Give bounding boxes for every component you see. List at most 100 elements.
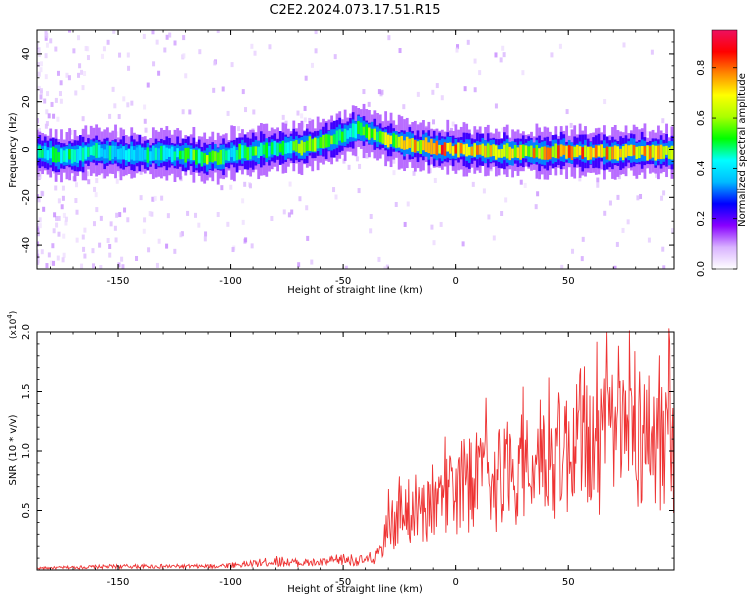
spectrogram-noise-cell xyxy=(303,105,307,111)
spectrogram-noise-cell xyxy=(347,164,351,170)
spectrogram-cell xyxy=(597,145,601,157)
spectrogram-cell xyxy=(608,146,612,161)
spectrogram-noise-cell xyxy=(500,211,504,217)
spectrogram-cell xyxy=(122,146,126,160)
spectrogram-noise-cell xyxy=(75,209,79,215)
spectrogram-noise-cell xyxy=(473,87,477,93)
spectrogram-cell xyxy=(438,144,442,154)
spectrogram-noise-cell xyxy=(451,121,455,127)
spectrogram-noise-cell xyxy=(39,61,43,67)
spectrogram-noise-cell xyxy=(57,198,61,204)
spectrogram-cell xyxy=(170,146,174,162)
spectrogram-noise-cell xyxy=(392,158,396,164)
spectrogram-noise-cell xyxy=(37,71,41,77)
spectrogram-noise-cell xyxy=(44,74,48,80)
spectrogram-cell xyxy=(208,152,212,162)
spectrogram-cell xyxy=(246,147,250,161)
spectrogram-cell xyxy=(543,146,547,160)
spectrogram-noise-cell xyxy=(650,49,654,55)
spectrogram-x-tick-label: 0 xyxy=(452,276,458,287)
spectrogram-noise-cell xyxy=(365,153,369,159)
spectrogram-x-tick-label: 50 xyxy=(562,276,575,287)
spectrogram-noise-cell xyxy=(55,216,59,222)
spectrogram-cell xyxy=(373,128,377,141)
spectrogram-noise-cell xyxy=(150,211,154,217)
spectrogram-noise-cell xyxy=(303,117,307,123)
spectrogram-cell xyxy=(378,130,382,143)
colorbar-label: Normalized spectral amplitude xyxy=(737,73,748,227)
spectrogram-noise-cell xyxy=(344,265,348,269)
spectrogram-noise-cell xyxy=(72,48,76,54)
spectrogram-noise-cell xyxy=(44,35,48,41)
spectrogram-noise-cell xyxy=(186,210,190,216)
spectrogram-cell xyxy=(216,152,220,165)
spectrogram-cell xyxy=(316,138,320,149)
spectrogram-noise-cell xyxy=(250,243,254,249)
spectrogram-cell xyxy=(654,145,658,161)
spectrogram-cell xyxy=(384,132,388,146)
spectrogram-cell xyxy=(521,144,525,158)
spectrogram-noise-cell xyxy=(139,169,143,175)
spectrogram-cell xyxy=(133,149,136,161)
spectrogram-noise-cell xyxy=(204,231,208,237)
spectrogram-cell xyxy=(489,145,493,157)
spectrogram-cell xyxy=(662,146,666,159)
spectrogram-noise-cell xyxy=(369,213,373,219)
spectrogram-cell xyxy=(295,139,298,152)
spectrogram-cell xyxy=(527,146,531,157)
spectrogram-noise-cell xyxy=(49,38,53,44)
spectrogram-cell xyxy=(530,145,533,158)
spectrogram-cell xyxy=(262,144,266,155)
spectrogram-noise-cell xyxy=(501,127,505,133)
spectrogram-noise-cell xyxy=(298,196,302,202)
spectrogram-noise-cell xyxy=(569,122,573,128)
spectrogram-cell xyxy=(251,146,255,156)
spectrogram-cell xyxy=(200,151,204,167)
spectrogram-cell xyxy=(492,144,496,157)
spectrogram-noise-cell xyxy=(248,183,252,189)
spectrogram-noise-cell xyxy=(230,62,234,68)
colorbar-gradient xyxy=(712,30,737,269)
spectrogram-noise-cell xyxy=(639,193,643,199)
spectrogram-noise-cell xyxy=(153,195,157,201)
spectrogram-noise-cell xyxy=(127,65,131,71)
spectrogram-cell xyxy=(114,145,117,157)
spectrogram-cell xyxy=(424,137,428,153)
spectrogram-cell xyxy=(162,145,166,161)
spectrogram-cell xyxy=(300,140,304,156)
spectrogram-noise-cell xyxy=(130,100,134,106)
spectrogram-cell xyxy=(130,146,134,160)
spectrogram-noise-cell xyxy=(362,89,366,95)
snr-background xyxy=(37,332,674,570)
spectrogram-cell xyxy=(124,150,128,161)
spectrogram-noise-cell xyxy=(188,109,192,115)
spectrogram-noise-cell xyxy=(314,30,318,35)
spectrogram-cell xyxy=(281,140,285,156)
spectrogram-cell xyxy=(413,139,417,153)
spectrogram-cell xyxy=(330,135,334,145)
spectrogram-cell xyxy=(665,145,668,155)
spectrogram-noise-cell xyxy=(471,181,475,187)
spectrogram-cell xyxy=(638,146,641,159)
spectrogram-noise-cell xyxy=(65,72,69,78)
spectrogram-noise-cell xyxy=(57,215,61,221)
snr-y-tick-label: 0.5 xyxy=(21,503,32,519)
spectrogram-noise-cell xyxy=(106,237,110,243)
spectrogram-noise-cell xyxy=(461,241,465,247)
spectrogram-noise-cell xyxy=(39,88,43,94)
spectrogram-cell xyxy=(76,149,80,163)
spectrogram-cell xyxy=(449,142,452,154)
spectrogram-cell xyxy=(70,149,74,164)
spectrogram-noise-cell xyxy=(182,35,186,41)
spectrogram-cell xyxy=(222,149,225,165)
spectrogram-noise-cell xyxy=(52,228,56,234)
spectrogram-noise-cell xyxy=(37,62,41,68)
spectrogram-noise-cell xyxy=(148,211,152,217)
spectrogram-cell xyxy=(351,123,355,138)
spectrogram-noise-cell xyxy=(54,46,58,52)
spectrogram-noise-cell xyxy=(212,87,216,93)
spectrogram-cell xyxy=(219,149,223,165)
spectrogram-noise-cell xyxy=(432,119,436,125)
spectrogram-cell xyxy=(357,121,361,134)
spectrogram-noise-cell xyxy=(231,247,235,253)
